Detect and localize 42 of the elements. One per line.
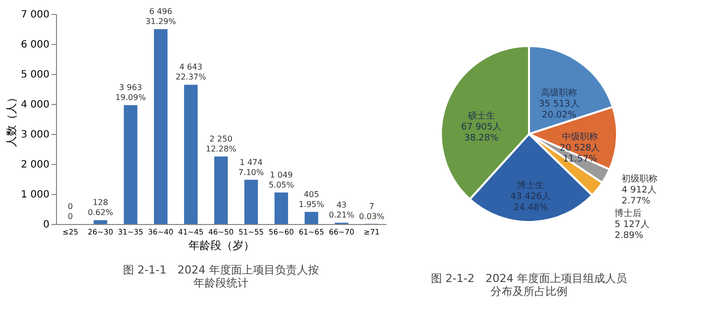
data-label: 4 912人 2.77% [622, 184, 656, 207]
y-tick-label: 7 000 [20, 10, 50, 20]
data-label: 6 496 31.29% [145, 7, 176, 26]
data-label: 7 0.03% [358, 202, 385, 221]
data-label: 43 0.21% [328, 200, 355, 220]
text: 图 2-1-2 2024 年度面上项目组成人员分布及所占比例 [431, 272, 627, 298]
y-tick-label: 4 000 [20, 100, 50, 110]
slice-label: 初级职称 [622, 174, 658, 185]
bar [244, 180, 258, 224]
data-label: 67 905人 38.28% [461, 122, 502, 144]
slice-label: 博士生 [517, 180, 544, 192]
data-label: 0 0 [68, 202, 73, 221]
data-label: 128 0.62% [88, 198, 114, 218]
y-tick-label: 1 000 [20, 190, 50, 200]
text: 图 2-1-1 2024 年度面上项目负责人按年龄段统计 [123, 264, 319, 290]
x-axis-title: 年龄段（岁） [188, 239, 254, 252]
data-label: 2 250 12.28% [206, 134, 237, 154]
data-label: 43 426人 24.48% [510, 191, 551, 214]
bar [124, 105, 138, 224]
bar [154, 29, 168, 224]
slice-label: 中级职称 [562, 132, 598, 143]
bar [184, 84, 198, 224]
slice-label: 高级职称 [541, 88, 578, 99]
data-label: 405 1.95% [298, 190, 325, 209]
data-label: 5 127人 2.89% [614, 219, 650, 242]
y-tick-label: 3 000 [20, 130, 50, 140]
slice-label: 博士后 [614, 208, 642, 220]
data-label: 1 474 7.10% [238, 158, 264, 177]
bar [94, 220, 108, 224]
bar [274, 192, 288, 224]
data-label: 35 513人 20.02% [538, 98, 580, 121]
data-label: 4 643 22.37% [176, 62, 207, 82]
y-tick-label: 0 [43, 220, 50, 230]
y-axis-title: 人数（人） [4, 92, 18, 147]
data-label: 3 963 19.09% [115, 83, 146, 102]
slice-label: 硕士生 [466, 110, 495, 122]
y-tick-label: 5 000 [20, 70, 50, 80]
y-tick-label: 6 000 [20, 40, 50, 50]
bar [214, 156, 228, 224]
y-tick-label: 2 000 [20, 160, 50, 170]
data-label: 1 049 5.05% [268, 170, 294, 190]
bar [304, 212, 318, 224]
